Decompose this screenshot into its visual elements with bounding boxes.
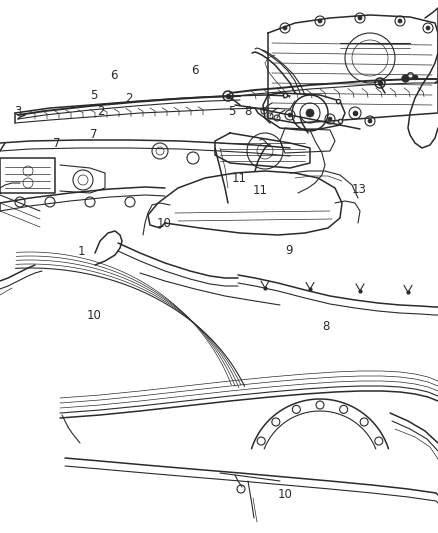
Text: 7: 7 bbox=[53, 138, 61, 150]
Circle shape bbox=[318, 19, 322, 23]
Text: 10: 10 bbox=[277, 488, 292, 501]
Text: 11: 11 bbox=[253, 184, 268, 197]
Text: 6: 6 bbox=[110, 69, 118, 82]
Text: 2: 2 bbox=[125, 92, 133, 105]
Text: 9: 9 bbox=[285, 244, 293, 257]
Circle shape bbox=[368, 119, 372, 123]
Text: 11: 11 bbox=[231, 172, 246, 185]
Circle shape bbox=[328, 117, 332, 121]
Text: 2: 2 bbox=[97, 106, 105, 118]
Text: 7: 7 bbox=[90, 128, 98, 141]
Circle shape bbox=[398, 19, 402, 23]
Text: 8: 8 bbox=[244, 106, 251, 118]
Text: 5: 5 bbox=[229, 106, 236, 118]
Text: 1: 1 bbox=[77, 245, 85, 258]
Circle shape bbox=[283, 26, 287, 30]
Text: 3: 3 bbox=[14, 106, 21, 118]
Text: 6: 6 bbox=[191, 64, 199, 77]
Text: 10: 10 bbox=[87, 309, 102, 322]
Circle shape bbox=[306, 109, 314, 117]
Circle shape bbox=[426, 26, 430, 30]
Circle shape bbox=[288, 113, 292, 117]
Circle shape bbox=[358, 16, 362, 20]
Text: 13: 13 bbox=[352, 183, 367, 196]
Text: 10: 10 bbox=[157, 217, 172, 230]
Text: 5: 5 bbox=[91, 90, 98, 102]
Text: 8: 8 bbox=[323, 320, 330, 333]
